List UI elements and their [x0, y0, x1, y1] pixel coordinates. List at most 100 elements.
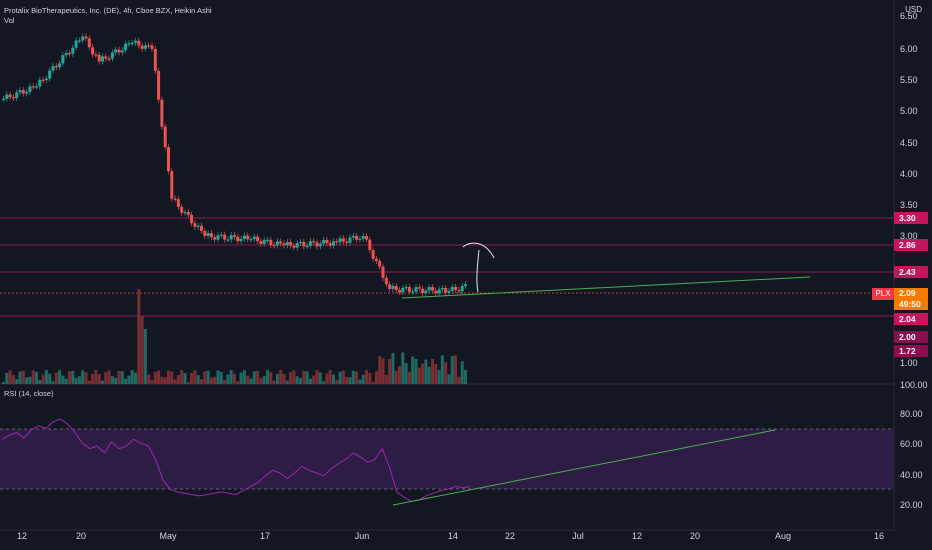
volume-bar — [21, 370, 25, 384]
candle-body — [328, 243, 332, 246]
candle-body — [74, 40, 78, 48]
time-tick: 22 — [504, 531, 516, 541]
volume-bar — [54, 372, 58, 384]
candle-body — [84, 36, 88, 39]
candle-body — [421, 288, 425, 294]
candle-body — [308, 241, 312, 246]
volume-bar — [71, 370, 75, 384]
candle-body — [272, 245, 276, 247]
volume-bar — [147, 374, 151, 384]
volume-bar — [269, 372, 273, 384]
volume-bar — [348, 377, 352, 384]
volume-bar — [48, 373, 52, 384]
volume-bar — [335, 379, 339, 384]
candle-body — [444, 287, 448, 293]
candle-body — [256, 236, 260, 242]
volume-bar — [322, 381, 326, 384]
volume-bar — [388, 359, 392, 384]
volume-bar — [77, 376, 81, 384]
level-badge[interactable]: 2.43 — [894, 266, 928, 278]
candle-body — [457, 289, 461, 292]
candle-body — [312, 241, 316, 243]
candle-body — [229, 235, 233, 240]
rsi-legend[interactable]: RSI (14, close) — [4, 389, 54, 398]
volume-bar — [18, 371, 22, 384]
candle-body — [143, 45, 147, 49]
level-badge[interactable]: 2.04 — [894, 313, 928, 325]
candle-body — [223, 234, 227, 240]
candle-body — [104, 56, 108, 59]
volume-bar — [28, 376, 32, 384]
volume-bar — [206, 370, 210, 384]
volume-bar — [87, 380, 91, 384]
candle-body — [282, 243, 286, 246]
candle-body — [31, 86, 35, 88]
volume-bar — [361, 374, 365, 384]
symbol-tag[interactable]: PLX — [872, 288, 894, 300]
volume-bar — [127, 375, 131, 384]
volume-bar — [38, 380, 42, 384]
candle-body — [427, 287, 431, 291]
last-price-badge[interactable]: 2.09 49:50 — [894, 288, 928, 310]
volume-bar — [368, 373, 372, 384]
volume-bar — [68, 371, 71, 384]
candle-body — [97, 54, 101, 62]
candle-body — [209, 233, 213, 238]
volume-bar — [242, 370, 246, 384]
candle-body — [124, 43, 128, 51]
symbol-title[interactable]: Protalix BioTherapeutics, Inc. (DE), 4h,… — [4, 6, 212, 15]
volume-bar — [444, 362, 448, 384]
volume-bar — [437, 370, 441, 384]
volume-bar — [160, 376, 164, 384]
volume-bar — [305, 371, 309, 384]
volume-bar — [97, 374, 101, 384]
candle-body — [233, 235, 236, 237]
candle-body — [355, 235, 359, 240]
volume-bar — [104, 372, 108, 384]
volume-bar — [163, 377, 167, 384]
candle-body — [127, 43, 131, 45]
candle-body — [38, 79, 42, 87]
volume-bar — [5, 373, 9, 384]
volume-bar — [134, 372, 137, 384]
drawn-arrow-annotation — [462, 242, 495, 293]
candle-body — [101, 56, 104, 62]
volume-bar — [440, 355, 444, 384]
volume-bar — [200, 379, 203, 384]
candle-body — [341, 238, 345, 242]
rsi-tick: 80.00 — [900, 409, 923, 419]
candle-body — [77, 40, 81, 42]
candle-body — [345, 241, 349, 243]
candle-body — [5, 94, 9, 99]
rsi-tick: 20.00 — [900, 500, 923, 510]
candle-body — [2, 98, 5, 101]
candle-body — [94, 54, 98, 56]
candle-body — [398, 289, 401, 293]
volume-bar — [15, 379, 19, 384]
volume-bar — [213, 376, 217, 384]
volume-bar — [282, 374, 286, 384]
level-badge[interactable]: 2.00 — [894, 331, 928, 343]
level-badge[interactable]: 1.72 — [894, 345, 928, 357]
volume-bar — [143, 329, 147, 384]
volume-bar — [394, 370, 398, 384]
candle-body — [147, 45, 151, 47]
volume-label[interactable]: Vol — [4, 16, 15, 25]
level-badge[interactable]: 2.86 — [894, 239, 928, 251]
volume-bar — [153, 371, 157, 384]
candle-body — [48, 70, 52, 79]
price-tick: 5.00 — [900, 106, 918, 116]
candle-body — [388, 284, 392, 289]
volume-bar — [150, 379, 154, 384]
volume-bar — [259, 378, 263, 384]
price-trendline — [401, 276, 811, 299]
volume-bar — [295, 376, 299, 384]
volume-bar — [137, 289, 141, 384]
rsi-line — [1, 418, 471, 502]
candle-body — [289, 242, 293, 246]
volume-bar — [124, 378, 128, 384]
level-badge[interactable]: 3.30 — [894, 212, 928, 224]
volume-bar — [170, 371, 174, 384]
